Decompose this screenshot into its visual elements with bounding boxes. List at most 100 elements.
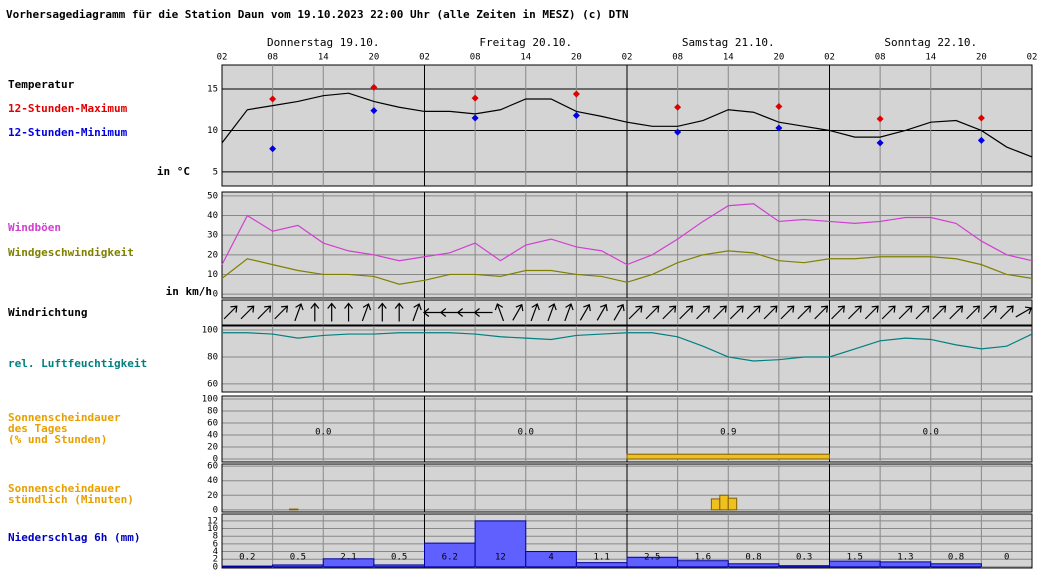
y-tick-label: 0	[213, 505, 218, 515]
point	[370, 107, 378, 115]
y-tick-label: 12	[207, 516, 218, 526]
point	[572, 112, 580, 120]
bar	[322, 558, 375, 568]
value-label: 1.1	[594, 553, 610, 563]
value-label: 0.2	[239, 553, 255, 563]
wind-arrow	[361, 303, 372, 322]
wind-arrow	[257, 305, 272, 320]
wind-arrow	[377, 302, 387, 322]
wind-arrow	[746, 305, 761, 320]
y-tick-label: 40	[207, 476, 218, 486]
y-tick-label: 60	[207, 379, 218, 389]
point	[370, 83, 378, 91]
y-tick-label: 30	[207, 231, 218, 241]
wind-arrow	[983, 305, 997, 320]
point	[269, 145, 277, 153]
point	[674, 128, 682, 136]
y-tick-label: 100	[202, 326, 218, 336]
point	[471, 94, 479, 102]
bar	[727, 563, 780, 568]
y-tick-label: 40	[207, 211, 218, 221]
bar	[626, 453, 830, 460]
wind-arrow	[547, 303, 557, 322]
y-tick-label: 10	[207, 524, 218, 534]
bar	[575, 562, 628, 568]
y-tick-label: 60	[207, 419, 218, 429]
x-tick-label: 14	[723, 53, 734, 63]
value-label: 0.8	[948, 553, 964, 563]
panel-label: (% und Stunden)	[8, 433, 107, 446]
wind-arrow	[864, 305, 879, 320]
wind-arrow	[394, 302, 404, 322]
point	[775, 124, 783, 132]
value-label: 0.5	[290, 553, 306, 563]
value-label: 0.8	[745, 553, 761, 563]
value-label: 0.5	[391, 553, 407, 563]
y-tick-label: 20	[207, 443, 218, 453]
x-tick-label: 20	[773, 53, 784, 63]
value-label: 12	[495, 553, 506, 563]
wind-arrow	[898, 305, 913, 320]
panel-label: Windrichtung	[8, 306, 87, 319]
day-label: Samstag 21.10.	[682, 36, 775, 49]
wind-arrow	[999, 305, 1014, 320]
wind-arrow	[662, 305, 677, 320]
bar	[272, 564, 324, 568]
day-label: Donnerstag 19.10.	[267, 36, 380, 49]
legend-label: rel. Luftfeuchtigkeit	[8, 357, 147, 370]
panel-label: Niederschlag 6h (mm)	[8, 531, 140, 544]
wind-arrow	[530, 303, 540, 322]
x-tick-label: 08	[267, 53, 278, 63]
wind-arrow	[881, 305, 896, 320]
value-label: 0	[1004, 553, 1009, 563]
x-tick-label: 14	[925, 53, 936, 63]
wind-arrow	[966, 305, 980, 320]
panel-label: Sonnenscheindauer	[8, 411, 121, 424]
x-tick-label: 20	[976, 53, 987, 63]
wind-arrow	[512, 303, 524, 321]
value-label: 1.5	[847, 553, 863, 563]
x-tick-label: 08	[672, 53, 683, 63]
point	[471, 114, 479, 122]
x-tick-label: 14	[520, 53, 531, 63]
wind-arrow	[564, 303, 574, 322]
y-tick-label: 5	[213, 167, 218, 177]
value-label: 2.1	[340, 553, 356, 563]
bar	[778, 565, 830, 568]
bar	[879, 561, 932, 568]
series-line	[221, 250, 1033, 285]
wind-arrow	[932, 305, 947, 320]
wind-arrow	[596, 303, 608, 321]
unit-label: in km/h	[166, 285, 212, 298]
y-tick-label: 0	[213, 455, 218, 465]
point	[876, 115, 884, 123]
y-tick-label: 4	[213, 547, 218, 557]
x-tick-label: 02	[1027, 53, 1038, 63]
wind-arrow	[780, 305, 795, 320]
point	[775, 102, 783, 110]
y-tick-label: 100	[202, 395, 218, 405]
bar	[719, 494, 729, 511]
y-tick-label: 50	[207, 191, 218, 201]
x-tick-label: 02	[824, 53, 835, 63]
x-tick-label: 08	[875, 53, 886, 63]
chart-title: Vorhersagediagramm für die Station Daun …	[6, 8, 629, 21]
wind-arrow	[831, 305, 845, 320]
bar	[727, 497, 738, 511]
wind-arrow	[915, 305, 930, 320]
wind-arrow	[310, 302, 320, 322]
y-tick-label: 8	[213, 532, 218, 542]
wind-arrow	[797, 305, 812, 320]
value-label: 1.6	[695, 553, 711, 563]
x-tick-label: 02	[622, 53, 633, 63]
bar	[221, 565, 274, 568]
y-tick-label: 80	[207, 407, 218, 417]
value-label: 4	[548, 553, 553, 563]
legend-label: Temperatur	[8, 78, 75, 91]
point	[977, 114, 985, 122]
wind-arrow	[456, 308, 476, 317]
legend-label: Windböen	[8, 221, 61, 234]
wind-arrow	[696, 305, 710, 320]
wind-arrow	[412, 303, 422, 322]
wind-arrow	[294, 303, 304, 322]
